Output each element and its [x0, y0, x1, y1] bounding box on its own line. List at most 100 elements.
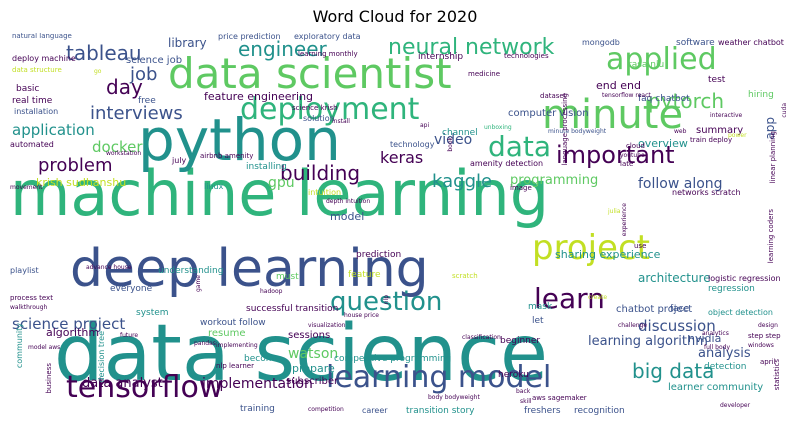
- word: advance house: [86, 264, 132, 271]
- word: watson: [288, 346, 339, 362]
- word: internship: [418, 52, 464, 62]
- word: understanding: [158, 266, 224, 276]
- word: tableau: [66, 41, 142, 65]
- word: machine learning: [10, 157, 550, 230]
- word: back: [516, 388, 531, 395]
- word: science project: [12, 315, 126, 333]
- word: engineer: [238, 37, 327, 61]
- word: game: [195, 275, 202, 293]
- word: application: [12, 121, 95, 139]
- word: july: [172, 156, 187, 165]
- word: power: [728, 132, 747, 139]
- word: prediction: [356, 250, 402, 260]
- word: implementing: [216, 342, 258, 349]
- word: create: [588, 294, 608, 301]
- word: important: [556, 141, 675, 169]
- word: learn: [534, 282, 605, 315]
- word: statistics: [773, 359, 781, 391]
- word: problem: [38, 155, 113, 176]
- word: minute bodyweight: [548, 128, 607, 135]
- word: natural language: [12, 33, 72, 40]
- word: must: [276, 272, 299, 282]
- word: unboxing: [484, 124, 512, 131]
- word: applied: [606, 42, 717, 77]
- word: playlist: [10, 266, 39, 275]
- word: cuda: [781, 103, 787, 118]
- word: career: [362, 406, 388, 415]
- word: follow along: [638, 176, 723, 192]
- word: process text: [10, 294, 53, 302]
- word: tensorflow react: [602, 92, 651, 99]
- word: learning coders: [767, 209, 775, 264]
- word: workout follow: [200, 318, 266, 328]
- word: use: [634, 242, 647, 250]
- word: weather chatbot: [718, 38, 784, 47]
- word: movement: [10, 184, 43, 191]
- word: networks scratch: [672, 188, 741, 197]
- word: real time: [12, 96, 53, 106]
- word: detection: [704, 362, 747, 372]
- word: workstation: [106, 150, 142, 157]
- word: algorithm: [46, 326, 100, 339]
- word: business: [45, 363, 53, 394]
- word: building: [280, 161, 361, 185]
- word: amenity detection: [470, 159, 544, 168]
- word: interviews: [90, 103, 183, 124]
- word: image: [510, 184, 532, 192]
- word: feature engineering: [204, 90, 314, 103]
- word: hiring: [748, 90, 774, 100]
- word: go: [94, 68, 102, 75]
- word: discussion: [638, 317, 716, 335]
- word: api: [420, 122, 430, 129]
- word: summary: [696, 125, 744, 136]
- word: mongodb: [582, 38, 620, 47]
- word: walkthrough: [10, 304, 48, 311]
- word: day: [106, 75, 143, 99]
- word: prepare: [292, 362, 335, 375]
- word: install: [332, 118, 350, 125]
- word: heroku: [498, 370, 529, 380]
- word: airbnb amenity: [200, 152, 254, 160]
- word: keras: [380, 148, 424, 167]
- word: pytorch: [648, 89, 725, 113]
- word: face: [670, 304, 690, 314]
- word: skill: [520, 398, 532, 405]
- word: hadoop: [260, 288, 283, 295]
- word: april: [760, 358, 776, 366]
- word: gpu: [268, 175, 295, 191]
- word: learning model: [326, 360, 552, 395]
- word: community: [15, 323, 24, 369]
- word: house price: [344, 312, 379, 319]
- word: youtube: [620, 152, 645, 159]
- word: logistic regression: [708, 274, 781, 283]
- word: neural network: [388, 35, 555, 60]
- word: model: [330, 210, 365, 223]
- word: analysis: [698, 346, 751, 361]
- word: train deploy: [690, 136, 733, 144]
- word: technology: [390, 140, 435, 149]
- word: automated: [10, 140, 54, 149]
- word: resume: [208, 328, 246, 339]
- word: book: [447, 137, 454, 152]
- word: data science: [54, 309, 548, 399]
- word: sessions: [288, 330, 331, 341]
- word: installation: [14, 107, 59, 116]
- word: deep learning: [70, 239, 429, 299]
- word: architecture: [638, 271, 711, 285]
- word: science job: [126, 55, 183, 66]
- word: channel: [442, 128, 478, 138]
- word: software: [676, 38, 715, 48]
- word: step step: [748, 332, 781, 340]
- word: overview: [638, 137, 688, 150]
- word: technologies: [504, 52, 549, 60]
- chart-title: Word Cloud for 2020: [312, 7, 478, 26]
- word: intuition: [308, 188, 342, 197]
- word: recognition: [574, 406, 625, 416]
- word: krish sudhanshu: [36, 176, 127, 189]
- word: let: [532, 316, 544, 326]
- word: dataset: [540, 92, 567, 100]
- word: job: [130, 64, 158, 85]
- word: nvidia: [688, 332, 722, 345]
- word: challenge: [618, 322, 648, 329]
